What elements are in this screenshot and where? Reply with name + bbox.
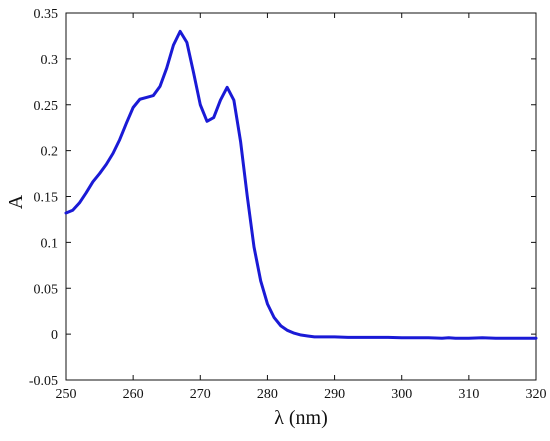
plot-frame — [65, 12, 537, 381]
x-axis-title: λ (nm) — [274, 407, 328, 429]
y-tick-label: 0 — [51, 328, 58, 343]
axis-ticks — [65, 12, 537, 381]
y-tick-label: 0.2 — [41, 145, 59, 160]
x-tick-label: 310 — [458, 387, 479, 402]
x-tick-label: 320 — [526, 387, 547, 402]
y-tick-label: -0.05 — [29, 374, 58, 389]
axis-tick-labels: 250 260 270 280 290 300 310 320 -0.05 0 0.05 0.1 0.1… — [29, 7, 547, 402]
y-tick-label: 0.05 — [34, 282, 59, 297]
x-tick-label: 250 — [56, 387, 77, 402]
plot-border — [65, 12, 537, 381]
x-tick-label: 290 — [324, 387, 345, 402]
x-tick-label: 280 — [257, 387, 278, 402]
y-tick-label: 0.3 — [41, 53, 59, 68]
series-group — [64, 29, 538, 340]
y-axis-title: A — [5, 194, 27, 209]
series-line-1 — [64, 29, 538, 340]
x-tick-label: 270 — [190, 387, 211, 402]
x-tick-label: 300 — [391, 387, 412, 402]
y-tick-label: 0.25 — [34, 99, 59, 114]
y-tick-label: 0.35 — [34, 7, 59, 22]
x-tick-label: 260 — [123, 387, 144, 402]
y-tick-label: 0.1 — [41, 236, 59, 251]
y-tick-label: 0.15 — [34, 191, 59, 206]
